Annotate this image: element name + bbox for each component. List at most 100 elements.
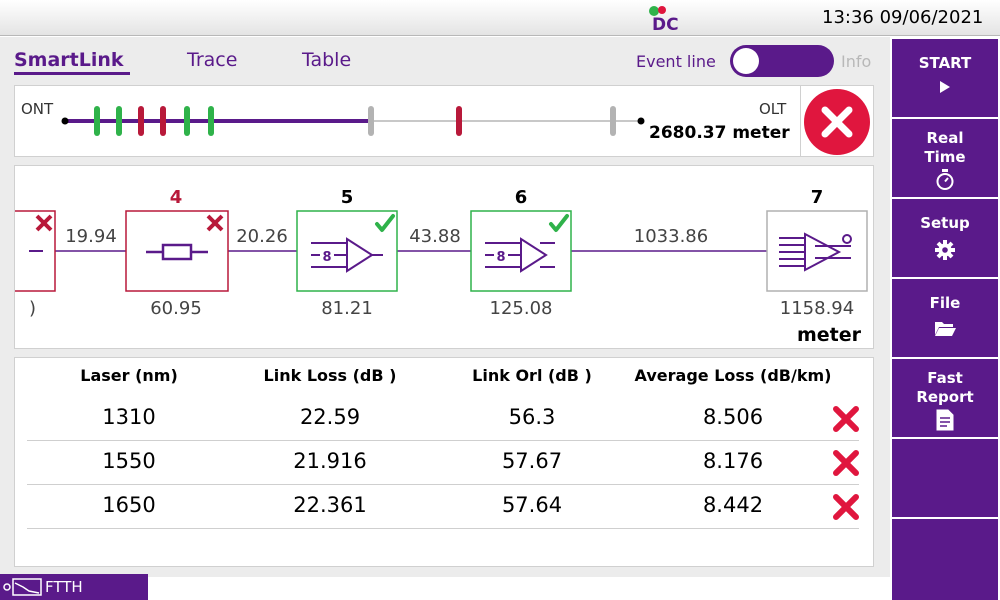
link-orl-cell: 57.64	[501, 493, 563, 517]
segment-length: 19.94	[65, 226, 117, 247]
info-button[interactable]: Info	[841, 52, 872, 71]
link-loss-cell: 22.59	[299, 405, 361, 429]
tab-table[interactable]: Table	[302, 49, 352, 71]
event-number: 4	[170, 187, 183, 208]
event-marker-pass[interactable]	[116, 106, 122, 136]
average-loss-cell: 8.176	[702, 449, 764, 473]
toggle-knob	[733, 48, 759, 74]
report-icon	[936, 409, 954, 431]
file-label: File	[929, 294, 961, 312]
real-time-button[interactable]: Real Time	[892, 119, 998, 197]
event-7-olt[interactable]	[766, 210, 868, 292]
link-orl-cell: 56.3	[508, 405, 556, 429]
folder-icon	[935, 322, 956, 336]
event-marker-pass[interactable]	[208, 106, 214, 136]
event-line-label: Event line	[636, 52, 716, 71]
top-status-bar: DC 13:36 09/06/2021	[0, 0, 1000, 36]
setup-button[interactable]: Setup	[892, 199, 998, 277]
ont-end-dot	[61, 117, 69, 125]
empty-sidebar-button[interactable]	[892, 439, 998, 517]
event-5-splitter[interactable]: 8	[296, 210, 398, 292]
event-marker-pass[interactable]	[94, 106, 100, 136]
column-header-link-orl: Link Orl (dB )	[472, 366, 592, 385]
fast-report-label-line1: Fast	[927, 369, 963, 387]
fail-x-icon	[833, 450, 859, 476]
event-diagram-panel: ) 19.94 20.26 43.88 1033.86 4 60.95 5	[14, 165, 874, 349]
real-time-label-line1: Real	[926, 129, 964, 147]
fiber-trace-icon	[3, 578, 42, 596]
link-orl-cell: 57.67	[501, 449, 563, 473]
date-time: 13:36 09/06/2021	[822, 7, 983, 28]
event-marker-fail[interactable]	[160, 106, 166, 136]
ont-label: ONT	[21, 100, 54, 118]
brand-logo: DC	[649, 6, 679, 34]
main-content: SmartLink Trace Table Event line Info ON…	[0, 37, 890, 577]
fast-report-label-line2: Report	[916, 388, 974, 406]
fail-x-icon	[206, 214, 224, 232]
column-header-laser: Laser (nm)	[80, 366, 178, 385]
event-line-toggle[interactable]	[730, 45, 834, 77]
column-header-average-loss: Average Loss (dB/km)	[634, 366, 832, 385]
table-row[interactable]: 1650 22.361 57.64 8.442	[27, 485, 859, 529]
event-4-connector[interactable]	[125, 210, 229, 292]
segment-length: 20.26	[236, 226, 288, 247]
gear-icon	[935, 240, 955, 260]
start-button[interactable]: START	[892, 39, 998, 117]
distance-unit: meter	[797, 324, 862, 346]
fail-x-icon	[833, 494, 859, 520]
laser-cell: 1550	[102, 449, 156, 473]
date-text: 09/06/2021	[879, 7, 984, 28]
link-loss-cell: 21.916	[293, 449, 367, 473]
results-table: Laser (nm) Link Loss (dB ) Link Orl (dB …	[14, 357, 874, 567]
event-marker-fail[interactable]	[456, 106, 462, 136]
event-position: 1158.94	[780, 298, 854, 319]
table-row[interactable]: 1310 22.59 56.3 8.506	[27, 397, 859, 441]
laser-cell: 1650	[102, 493, 156, 517]
olt-label: OLT	[759, 100, 787, 118]
event-marker-pass[interactable]	[184, 106, 190, 136]
svg-text:DC: DC	[652, 15, 679, 34]
mode-label: FTTH	[45, 578, 83, 596]
stopwatch-icon	[936, 169, 954, 190]
olt-end-dot	[637, 117, 645, 125]
start-label: START	[918, 54, 972, 72]
event-6-splitter[interactable]: 8	[470, 210, 572, 292]
empty-sidebar-button[interactable]	[892, 519, 998, 600]
link-overview-graphic	[61, 106, 645, 136]
laser-cell: 1310	[102, 405, 156, 429]
event-number: 5	[341, 187, 354, 208]
link-loss-cell: 22.361	[293, 493, 367, 517]
svg-text:8: 8	[496, 250, 505, 265]
column-header-link-loss: Link Loss (dB )	[263, 366, 397, 385]
tab-smartlink[interactable]: SmartLink	[14, 49, 124, 71]
event-partial[interactable]	[15, 210, 56, 292]
table-row[interactable]: 1550 21.916 57.67 8.176	[27, 441, 859, 485]
event-position: 125.08	[490, 298, 553, 319]
event-position: 60.95	[150, 298, 202, 319]
svg-text:8: 8	[322, 250, 331, 265]
fast-report-button[interactable]: Fast Report	[892, 359, 998, 437]
link-fail-icon[interactable]	[804, 89, 870, 155]
mode-indicator[interactable]: FTTH	[0, 574, 148, 600]
segment-length: 43.88	[409, 226, 461, 247]
file-button[interactable]: File	[892, 279, 998, 357]
event-diagram: ) 19.94 20.26 43.88 1033.86 4 60.95 5	[15, 187, 868, 346]
link-distance: 2680.37 meter	[649, 123, 790, 143]
event-marker-fail[interactable]	[138, 106, 144, 136]
event-marker-unknown[interactable]	[368, 106, 374, 136]
event-number: 6	[515, 187, 528, 208]
tab-trace[interactable]: Trace	[187, 49, 238, 71]
divider	[800, 86, 801, 156]
event-partial-position: )	[29, 298, 36, 319]
pass-check-icon	[375, 214, 395, 232]
fail-x-icon	[35, 214, 53, 232]
action-sidebar: START Real Time Setup File	[890, 37, 1000, 600]
fail-x-icon	[833, 406, 859, 432]
average-loss-cell: 8.506	[702, 405, 764, 429]
play-icon	[940, 81, 950, 93]
time-text: 13:36	[822, 7, 874, 28]
segment-length: 1033.86	[634, 226, 708, 247]
event-marker-unknown[interactable]	[610, 106, 616, 136]
event-number: 7	[811, 187, 824, 208]
link-overview-panel: ONT OLT 2680.37 meter	[14, 85, 874, 157]
